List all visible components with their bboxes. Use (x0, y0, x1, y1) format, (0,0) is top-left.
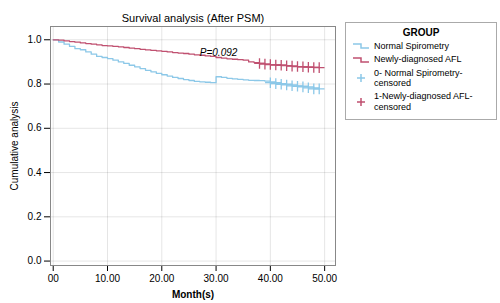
svg-text:Survival analysis (After PSM): Survival analysis (After PSM) (122, 12, 264, 24)
svg-text:0.6: 0.6 (28, 122, 42, 133)
html-text:Normal Spirometry: Normal Spirometry (374, 41, 449, 51)
svg-text:1.0: 1.0 (28, 34, 42, 45)
svg-text:40.00: 40.00 (258, 273, 283, 284)
svg-text:30.00: 30.00 (204, 273, 229, 284)
html-text:Newly-diagnosed AFL: Newly-diagnosed AFL (374, 54, 462, 65)
html-text:0- Normal Spirometry- censored: 0- Normal Spirometry- censored (374, 67, 463, 88)
svg-text:Month(s): Month(s) (172, 289, 214, 300)
svg-text:50.00: 50.00 (312, 273, 337, 284)
html-text:1-Newly-diagnosed AFL- censore: 1-Newly-diagnosed AFL- censored (374, 91, 473, 112)
svg-text:0.2: 0.2 (28, 211, 42, 222)
svg-text:20.00: 20.00 (149, 273, 174, 284)
svg-text:0.8: 0.8 (28, 78, 42, 89)
svg-text:0.4: 0.4 (28, 167, 42, 178)
svg-text:0.0: 0.0 (28, 255, 42, 266)
html-text:GROUP: GROUP (402, 27, 440, 38)
svg-text:P=0.092: P=0.092 (200, 47, 238, 58)
svg-text:10.00: 10.00 (95, 273, 120, 284)
svg-text:00: 00 (48, 273, 60, 284)
svg-text:Cumulative analysis: Cumulative analysis (9, 102, 20, 191)
